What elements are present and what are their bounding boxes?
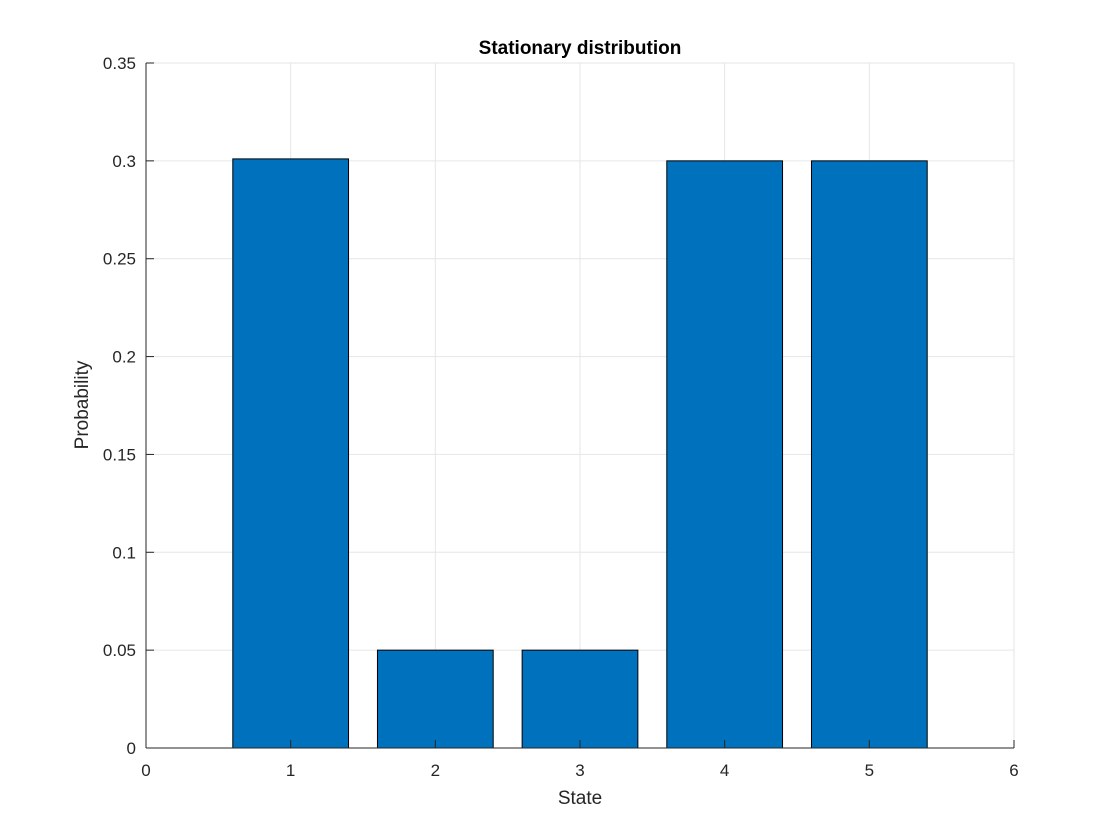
y-ticks: 0 0.05 0.1 0.15 0.2 0.25 0.3 0.35 xyxy=(103,54,154,758)
x-tick-label: 3 xyxy=(575,761,584,780)
x-axis-label: State xyxy=(558,788,602,809)
y-tick-label: 0.35 xyxy=(103,54,136,73)
chart-title: Stationary distribution xyxy=(479,38,682,59)
y-tick-label: 0.05 xyxy=(103,641,136,660)
x-tick-label: 5 xyxy=(865,761,874,780)
bar-state-5 xyxy=(810,160,928,749)
x-tick-label: 2 xyxy=(431,761,440,780)
x-tick-label: 6 xyxy=(1009,761,1018,780)
bar-state-4 xyxy=(666,160,784,749)
x-tick-label: 1 xyxy=(286,761,295,780)
y-tick-label: 0 xyxy=(127,739,136,758)
y-tick-label: 0.2 xyxy=(112,348,136,367)
y-tick-label: 0.15 xyxy=(103,445,136,464)
y-tick-label: 0.25 xyxy=(103,250,136,269)
y-tick-label: 0.3 xyxy=(112,152,136,171)
y-axis-label: Probability xyxy=(72,360,93,449)
bars xyxy=(232,158,928,749)
y-tick-label: 0.1 xyxy=(112,543,136,562)
bar-state-1 xyxy=(232,158,350,749)
x-tick-label: 0 xyxy=(141,761,150,780)
bar-state-2 xyxy=(376,649,494,749)
bar-state-3 xyxy=(521,649,639,749)
x-ticks: 0 1 2 3 4 5 6 xyxy=(141,740,1019,780)
x-tick-label: 4 xyxy=(720,761,729,780)
